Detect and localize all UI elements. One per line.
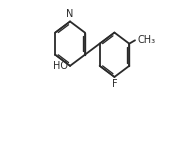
Text: F: F: [112, 79, 117, 89]
Text: N: N: [66, 9, 74, 19]
Text: HO: HO: [53, 61, 68, 71]
Text: CH₃: CH₃: [137, 35, 155, 45]
